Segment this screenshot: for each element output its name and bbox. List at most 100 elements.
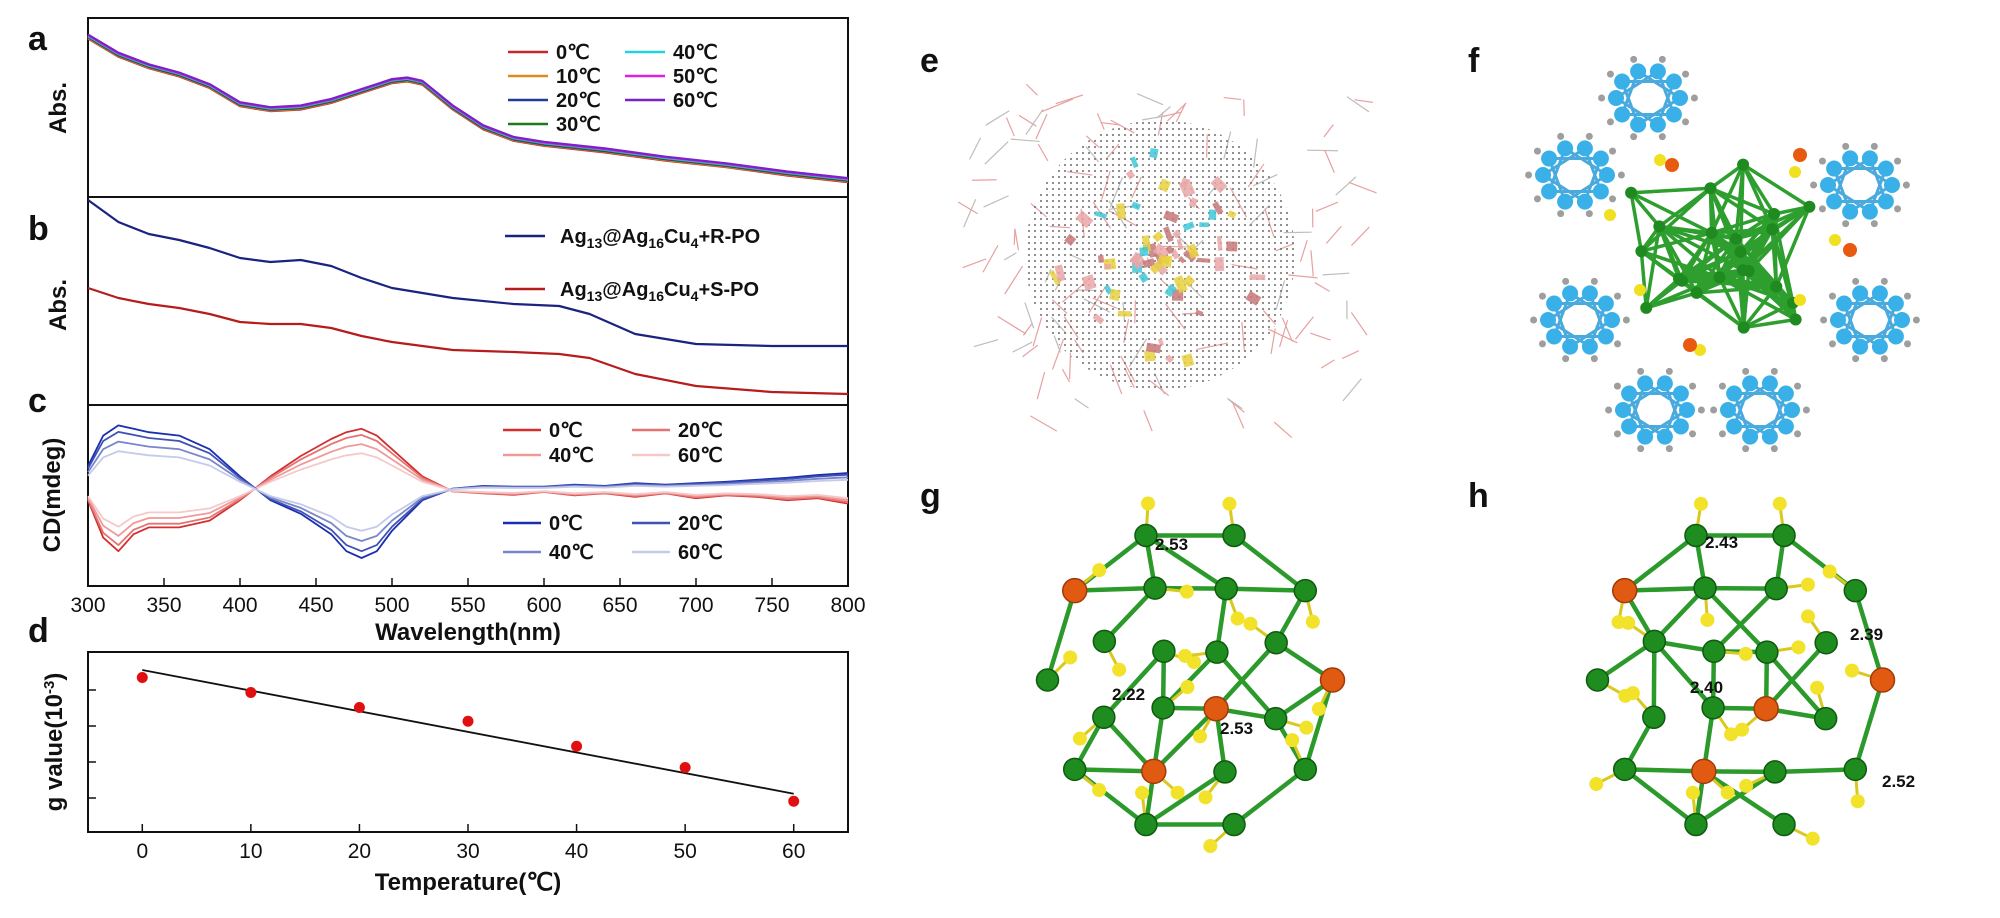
- copper-atom: [1665, 158, 1679, 172]
- metal-atom: [1768, 208, 1780, 220]
- chart-d-points: [137, 672, 799, 807]
- h-atom: [1666, 368, 1673, 375]
- solvent-stick: [1354, 100, 1372, 103]
- cage-atom: [1726, 386, 1742, 402]
- metal-atom: [1640, 302, 1652, 314]
- sulfur-atom: [1312, 702, 1326, 716]
- chart-c-lines: [88, 425, 848, 558]
- silver-atom: [1223, 814, 1245, 836]
- series-line: [88, 435, 848, 545]
- sulfur-atom: [1063, 650, 1077, 664]
- silver-atom: [1702, 697, 1724, 719]
- cage-atom: [1621, 386, 1637, 402]
- ligand-cages: [1525, 56, 1920, 452]
- surface-fragment: [1116, 203, 1126, 219]
- solvent-stick: [1062, 369, 1069, 382]
- copper-atom: [1793, 148, 1807, 162]
- legend-label: 20℃: [556, 90, 601, 112]
- x-tick-label: 60: [782, 840, 805, 863]
- series-line: [88, 288, 848, 394]
- sulfur-atom: [1792, 640, 1806, 654]
- h-atom: [1852, 278, 1859, 285]
- h-atom: [1742, 368, 1749, 375]
- cage-atom: [1604, 312, 1620, 328]
- copper-atom: [1063, 579, 1087, 603]
- ag-bond: [1234, 769, 1305, 824]
- data-point: [354, 702, 365, 713]
- surface-fragment: [1209, 210, 1217, 220]
- ag-bond: [1625, 535, 1696, 590]
- h-atom: [1682, 71, 1689, 78]
- legend-label: Ag13@Ag16Cu4+R-PO: [560, 226, 760, 251]
- cage-atom: [1784, 402, 1800, 418]
- solvent-stick: [964, 199, 976, 227]
- series-line: [88, 36, 848, 180]
- metal-atom: [1766, 223, 1778, 235]
- h-atom: [1742, 445, 1749, 452]
- sulfur-atom: [1073, 732, 1087, 746]
- cage-atom: [1657, 375, 1673, 391]
- chart-b-ylabel: Abs.: [45, 279, 72, 331]
- surface-fragment: [1199, 222, 1209, 227]
- sulfur-atom: [1806, 832, 1820, 846]
- silver-atom: [1037, 669, 1059, 691]
- silver-atom: [1093, 706, 1115, 728]
- surface-fragment: [1226, 241, 1237, 251]
- legend-label: 0℃: [549, 420, 583, 442]
- h-atom: [1607, 71, 1614, 78]
- solvent-stick: [1342, 351, 1359, 359]
- silver-atom: [1265, 632, 1287, 654]
- solvent-stick: [1097, 113, 1104, 129]
- sulfur-atom: [1141, 497, 1155, 511]
- cage-atom: [1826, 193, 1842, 209]
- h-atom: [1530, 317, 1537, 324]
- h-atom: [1852, 355, 1859, 362]
- solvent-stick: [1023, 345, 1038, 357]
- solvent-stick: [1343, 379, 1362, 401]
- silver-atom: [1643, 630, 1665, 652]
- solvent-stick: [1325, 150, 1334, 172]
- sulfur-atom: [1222, 497, 1236, 511]
- panel-letter-f: f: [1468, 42, 1480, 80]
- legend-label-part: 16: [648, 288, 664, 304]
- solvent-stick: [1006, 118, 1014, 136]
- h-atom: [1618, 172, 1625, 179]
- sulfur-atom: [1801, 578, 1815, 592]
- cage-atom: [1888, 296, 1904, 312]
- legend-label-part: Ag: [560, 279, 587, 301]
- solvent-stick: [1142, 116, 1167, 120]
- cage-atom: [1762, 429, 1778, 445]
- sulfur-atom: [1794, 294, 1806, 306]
- sulfur-atom: [1112, 663, 1126, 677]
- cage-atom: [1842, 204, 1858, 220]
- silver-atom: [1294, 758, 1316, 780]
- silver-atom: [1844, 580, 1866, 602]
- copper-atom: [1142, 759, 1166, 783]
- metal-atom: [1738, 322, 1750, 334]
- solvent-stick: [1037, 372, 1044, 399]
- h-atom: [1586, 210, 1593, 217]
- silver-atom: [1694, 577, 1716, 599]
- sulfur-atom: [1739, 647, 1753, 661]
- legend-label: 60℃: [673, 90, 718, 112]
- legend-label-part: 4: [691, 288, 699, 304]
- h-atom: [1682, 118, 1689, 125]
- sulfur-atom: [1845, 664, 1859, 678]
- legend-label: 40℃: [673, 42, 718, 64]
- cage-atom: [1562, 285, 1578, 301]
- h-atom: [1607, 118, 1614, 125]
- solvent-stick: [1315, 283, 1330, 292]
- surface-fragment: [1214, 257, 1224, 271]
- cage-atom: [1630, 117, 1646, 133]
- cage-atom: [1679, 402, 1695, 418]
- solvent-stick: [1324, 124, 1333, 136]
- sulfur-atom: [1634, 284, 1646, 296]
- series-line: [88, 39, 848, 183]
- x-tick-label: 50: [673, 840, 696, 863]
- cage-atom: [1593, 183, 1609, 199]
- silver-atom: [1773, 524, 1795, 546]
- h-atom: [1829, 340, 1836, 347]
- sulfur-atom: [1739, 779, 1753, 793]
- surface-fragment: [1249, 274, 1265, 280]
